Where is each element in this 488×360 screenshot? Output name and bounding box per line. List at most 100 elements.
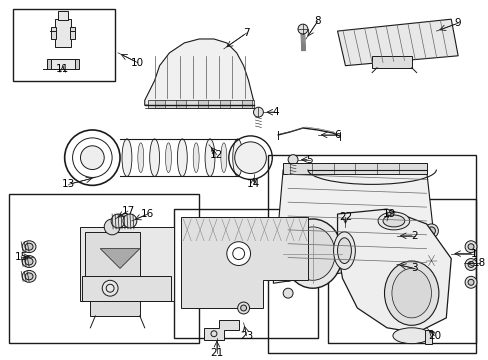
Text: 16: 16 xyxy=(141,209,154,219)
Circle shape xyxy=(464,276,476,288)
Ellipse shape xyxy=(232,139,242,176)
Bar xyxy=(283,163,426,175)
Circle shape xyxy=(467,244,473,249)
Bar xyxy=(90,301,140,316)
Circle shape xyxy=(81,146,104,170)
Ellipse shape xyxy=(122,139,132,176)
Bar xyxy=(174,209,317,338)
Text: 2: 2 xyxy=(410,231,417,241)
Bar xyxy=(198,100,207,108)
Ellipse shape xyxy=(382,215,404,227)
Ellipse shape xyxy=(25,258,33,265)
Circle shape xyxy=(104,219,120,235)
Text: 9: 9 xyxy=(454,18,461,28)
Bar xyxy=(69,27,74,39)
Ellipse shape xyxy=(22,241,36,253)
Polygon shape xyxy=(337,19,457,66)
Circle shape xyxy=(102,280,118,296)
Circle shape xyxy=(111,214,125,228)
Text: 12: 12 xyxy=(210,150,223,160)
Ellipse shape xyxy=(392,328,429,343)
Bar xyxy=(47,59,79,69)
Polygon shape xyxy=(100,249,140,269)
Bar xyxy=(82,276,171,301)
Text: 18: 18 xyxy=(472,258,486,269)
Ellipse shape xyxy=(391,269,430,318)
Ellipse shape xyxy=(177,139,187,176)
Circle shape xyxy=(424,253,438,267)
Ellipse shape xyxy=(377,212,409,230)
Circle shape xyxy=(287,155,297,165)
Ellipse shape xyxy=(290,227,334,280)
Ellipse shape xyxy=(25,273,33,280)
Ellipse shape xyxy=(165,143,171,172)
Text: 3: 3 xyxy=(410,264,417,274)
Ellipse shape xyxy=(149,139,159,176)
Bar xyxy=(51,59,74,69)
Circle shape xyxy=(240,305,246,311)
Text: 7: 7 xyxy=(243,28,249,38)
Text: 13: 13 xyxy=(62,179,75,189)
Circle shape xyxy=(253,107,263,117)
Bar xyxy=(241,100,251,108)
Circle shape xyxy=(123,214,137,228)
Text: 15: 15 xyxy=(15,252,28,262)
Text: 6: 6 xyxy=(334,130,340,140)
Ellipse shape xyxy=(22,270,36,282)
Ellipse shape xyxy=(221,143,226,172)
Bar xyxy=(327,199,475,343)
Circle shape xyxy=(234,142,266,174)
Text: 11: 11 xyxy=(56,64,69,74)
Circle shape xyxy=(467,261,473,267)
Text: 4: 4 xyxy=(272,107,279,117)
Bar xyxy=(268,155,475,352)
Bar xyxy=(58,11,67,20)
Polygon shape xyxy=(203,320,238,339)
Bar xyxy=(85,232,140,279)
Ellipse shape xyxy=(25,243,33,250)
Ellipse shape xyxy=(384,261,438,325)
Circle shape xyxy=(283,271,292,281)
Bar xyxy=(220,100,229,108)
Polygon shape xyxy=(337,209,450,333)
Text: 22: 22 xyxy=(338,212,351,222)
Bar xyxy=(51,27,56,39)
Circle shape xyxy=(237,302,249,314)
Ellipse shape xyxy=(204,139,215,176)
Ellipse shape xyxy=(193,143,199,172)
Text: 21: 21 xyxy=(210,347,223,357)
Text: 19: 19 xyxy=(382,209,395,219)
Text: 20: 20 xyxy=(427,331,440,341)
Bar xyxy=(424,330,431,343)
Bar xyxy=(176,100,186,108)
Circle shape xyxy=(297,24,307,34)
Circle shape xyxy=(424,224,438,238)
Bar xyxy=(55,19,70,47)
Bar xyxy=(371,56,411,68)
Bar xyxy=(154,100,164,108)
Text: 17: 17 xyxy=(121,206,134,216)
Circle shape xyxy=(464,258,476,270)
Polygon shape xyxy=(181,217,307,308)
Bar xyxy=(13,9,115,81)
Text: 8: 8 xyxy=(314,16,321,26)
Polygon shape xyxy=(273,170,435,283)
Ellipse shape xyxy=(283,219,342,288)
Polygon shape xyxy=(144,39,253,105)
Circle shape xyxy=(283,288,292,298)
Text: 1: 1 xyxy=(470,249,476,258)
Circle shape xyxy=(226,242,250,265)
Circle shape xyxy=(467,279,473,285)
Ellipse shape xyxy=(337,238,351,264)
Text: 10: 10 xyxy=(131,58,144,68)
Bar xyxy=(147,100,253,108)
Text: 14: 14 xyxy=(246,179,260,189)
Ellipse shape xyxy=(22,256,36,267)
Ellipse shape xyxy=(333,232,355,269)
Circle shape xyxy=(427,227,434,235)
Ellipse shape xyxy=(138,143,143,172)
Bar xyxy=(9,194,199,343)
Bar xyxy=(81,227,174,301)
Text: 5: 5 xyxy=(306,155,312,165)
Circle shape xyxy=(464,241,476,253)
